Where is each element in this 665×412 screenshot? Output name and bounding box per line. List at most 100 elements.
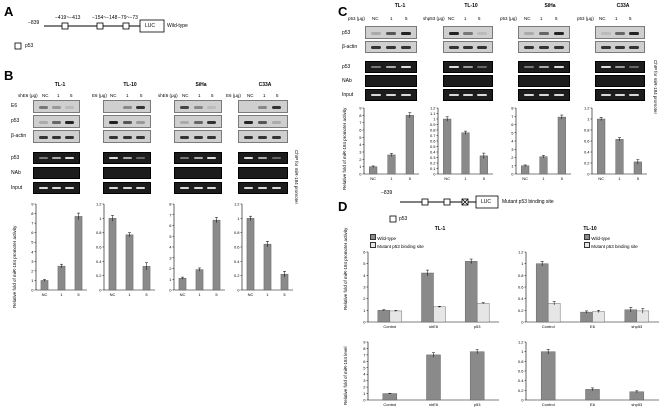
bar xyxy=(535,263,549,323)
x-tick-label: shE6 xyxy=(429,324,439,329)
y-tick-label: 1 xyxy=(169,277,172,282)
c-blot-c33a-p53 xyxy=(595,26,645,39)
bar xyxy=(580,311,593,323)
c-gel-tl1-nab xyxy=(365,75,417,87)
x-tick-label: shp53 xyxy=(631,402,643,407)
b-lane-c33a-2: 5 xyxy=(276,93,279,98)
c-blot-tl10-p53 xyxy=(443,26,493,39)
d-ylabel-bottom: Relative fold of miR-184 level xyxy=(343,346,348,405)
c-lane-siha-1: 1 xyxy=(540,16,543,21)
c-lane-label-c33a: p53 (μg) xyxy=(577,16,594,21)
d-legend-tl10-mut-label: Mutant p53 binding site xyxy=(591,244,638,249)
y-tick-label: 0.8 xyxy=(430,128,436,133)
y-tick-label: 0 xyxy=(237,288,240,293)
y-tick-label: 4 xyxy=(169,245,172,250)
b-lane-c33a-1: 1 xyxy=(263,93,266,98)
b-row-actin: β-actin xyxy=(11,133,27,139)
x-tick-label: 1 xyxy=(390,176,393,181)
c-chip-p53: p53 xyxy=(342,64,351,70)
y-tick-label: 0.6 xyxy=(234,245,240,250)
c-lane-c33a-1: 1 xyxy=(615,16,618,21)
x-tick-label: 1 xyxy=(198,292,201,297)
y-tick-label: 0.8 xyxy=(518,273,524,278)
b-chip-nab: NAb xyxy=(11,170,21,176)
b-lane-tl10-1: 1 xyxy=(126,93,129,98)
y-tick-label: 0 xyxy=(99,288,102,293)
b-lane-tl1-1: 1 xyxy=(57,93,60,98)
chart-b-tl10: 0 0.2 0.4 0.6 0.8 1 1.2 NC 1 5 xyxy=(96,202,155,297)
y-tick-label: 0.4 xyxy=(96,259,102,264)
chart-b-tl1: 0 1 2 3 4 5 6 7 8 9 NC 1 5 xyxy=(31,202,87,297)
x-tick-label: NC xyxy=(370,176,376,181)
y-tick-label: 0.1 xyxy=(430,166,436,171)
c-gel-siha-p53 xyxy=(518,61,570,73)
y-tick-label: 0.8 xyxy=(234,230,240,235)
y-tick-label: 9 xyxy=(31,202,34,207)
y-tick-label: 5 xyxy=(363,261,366,266)
b-gel-siha-input xyxy=(174,182,222,194)
x-tick-label: 1 xyxy=(464,176,467,181)
c-cell-tl1: TL-1 xyxy=(394,3,406,9)
d-title-tl1: TL-1 xyxy=(434,226,446,232)
bar xyxy=(585,389,600,401)
y-tick-label: 8 xyxy=(359,113,362,118)
y-tick-label: 1 xyxy=(31,278,34,283)
y-tick-label: 7 xyxy=(363,352,366,357)
mut-site-label: Mutant p53 binding site xyxy=(502,199,554,205)
y-tick-label: 0.2 xyxy=(430,161,436,166)
b-cell-tl1: TL-1 xyxy=(54,82,66,88)
y-tick-label: 4 xyxy=(363,273,366,278)
x-tick-label: 5 xyxy=(145,292,148,297)
luc-label: LUC xyxy=(145,23,156,29)
x-tick-label: NC xyxy=(180,292,186,297)
y-tick-label: 0.6 xyxy=(584,139,590,144)
c-blot-siha-p53 xyxy=(518,26,570,39)
b-gel-tl10-p53 xyxy=(103,152,151,164)
p53-site-2 xyxy=(96,22,104,30)
chart-d-tl1-promoter: 0 1 2 3 4 5 6 Control shE6 p53 xyxy=(363,250,499,329)
x-tick-label: 5 xyxy=(483,176,486,181)
c-gel-tl1-input xyxy=(365,89,417,101)
b-cell-tl10: TL-10 xyxy=(123,82,137,88)
bar xyxy=(195,269,204,291)
c-lane-c33a-0: NC xyxy=(599,16,606,21)
c-blot-tl1-actin xyxy=(365,41,417,53)
c-lane-c33a-2: 5 xyxy=(629,16,632,21)
b-blot-c33a-actin xyxy=(238,130,288,143)
mut-site-2 xyxy=(443,198,451,206)
y-tick-label: 0 xyxy=(359,172,362,177)
site-label-1: −419~−413 xyxy=(55,15,81,21)
b-blot-c33a-p53 xyxy=(238,115,288,128)
c-lane-tl10-2: 5 xyxy=(478,16,481,21)
y-tick-label: 2 xyxy=(363,385,366,390)
p53-site-1 xyxy=(61,22,69,30)
c-lane-tl1-1: 1 xyxy=(390,16,393,21)
bar xyxy=(74,216,83,291)
y-tick-label: 4 xyxy=(359,142,362,147)
x-tick-label: E6 xyxy=(590,324,596,329)
y-tick-label: 4 xyxy=(31,249,34,254)
y-tick-label: 7 xyxy=(359,120,362,125)
d-title-tl10: TL-10 xyxy=(583,226,597,232)
bar xyxy=(377,310,391,323)
y-tick-label: 1 xyxy=(359,164,362,169)
b-lane-c33a-0: NC xyxy=(247,93,254,98)
x-tick-label: NC xyxy=(248,292,254,297)
b-lane-label-c33a: E6 (μg) xyxy=(226,93,241,98)
y-tick-label: 1 xyxy=(363,391,366,396)
panel-label-d: D xyxy=(338,199,348,214)
bar xyxy=(263,243,272,291)
site-label-3: −79~−73 xyxy=(118,15,138,21)
y-tick-label: 5 xyxy=(169,234,172,239)
d-legend-tl10-wt: Wild-type xyxy=(584,234,610,241)
bar xyxy=(426,354,441,401)
b-blot-tl10-actin xyxy=(103,130,151,143)
x-tick-label: Control xyxy=(542,402,555,407)
b-gel-siha-nab xyxy=(174,167,222,179)
bar xyxy=(469,351,485,401)
y-tick-label: 0.2 xyxy=(234,273,240,278)
y-tick-label: 0.2 xyxy=(96,273,102,278)
y-tick-label: 1.2 xyxy=(518,250,524,255)
bar xyxy=(557,116,566,175)
c-cell-tl10: TL-10 xyxy=(464,3,478,9)
